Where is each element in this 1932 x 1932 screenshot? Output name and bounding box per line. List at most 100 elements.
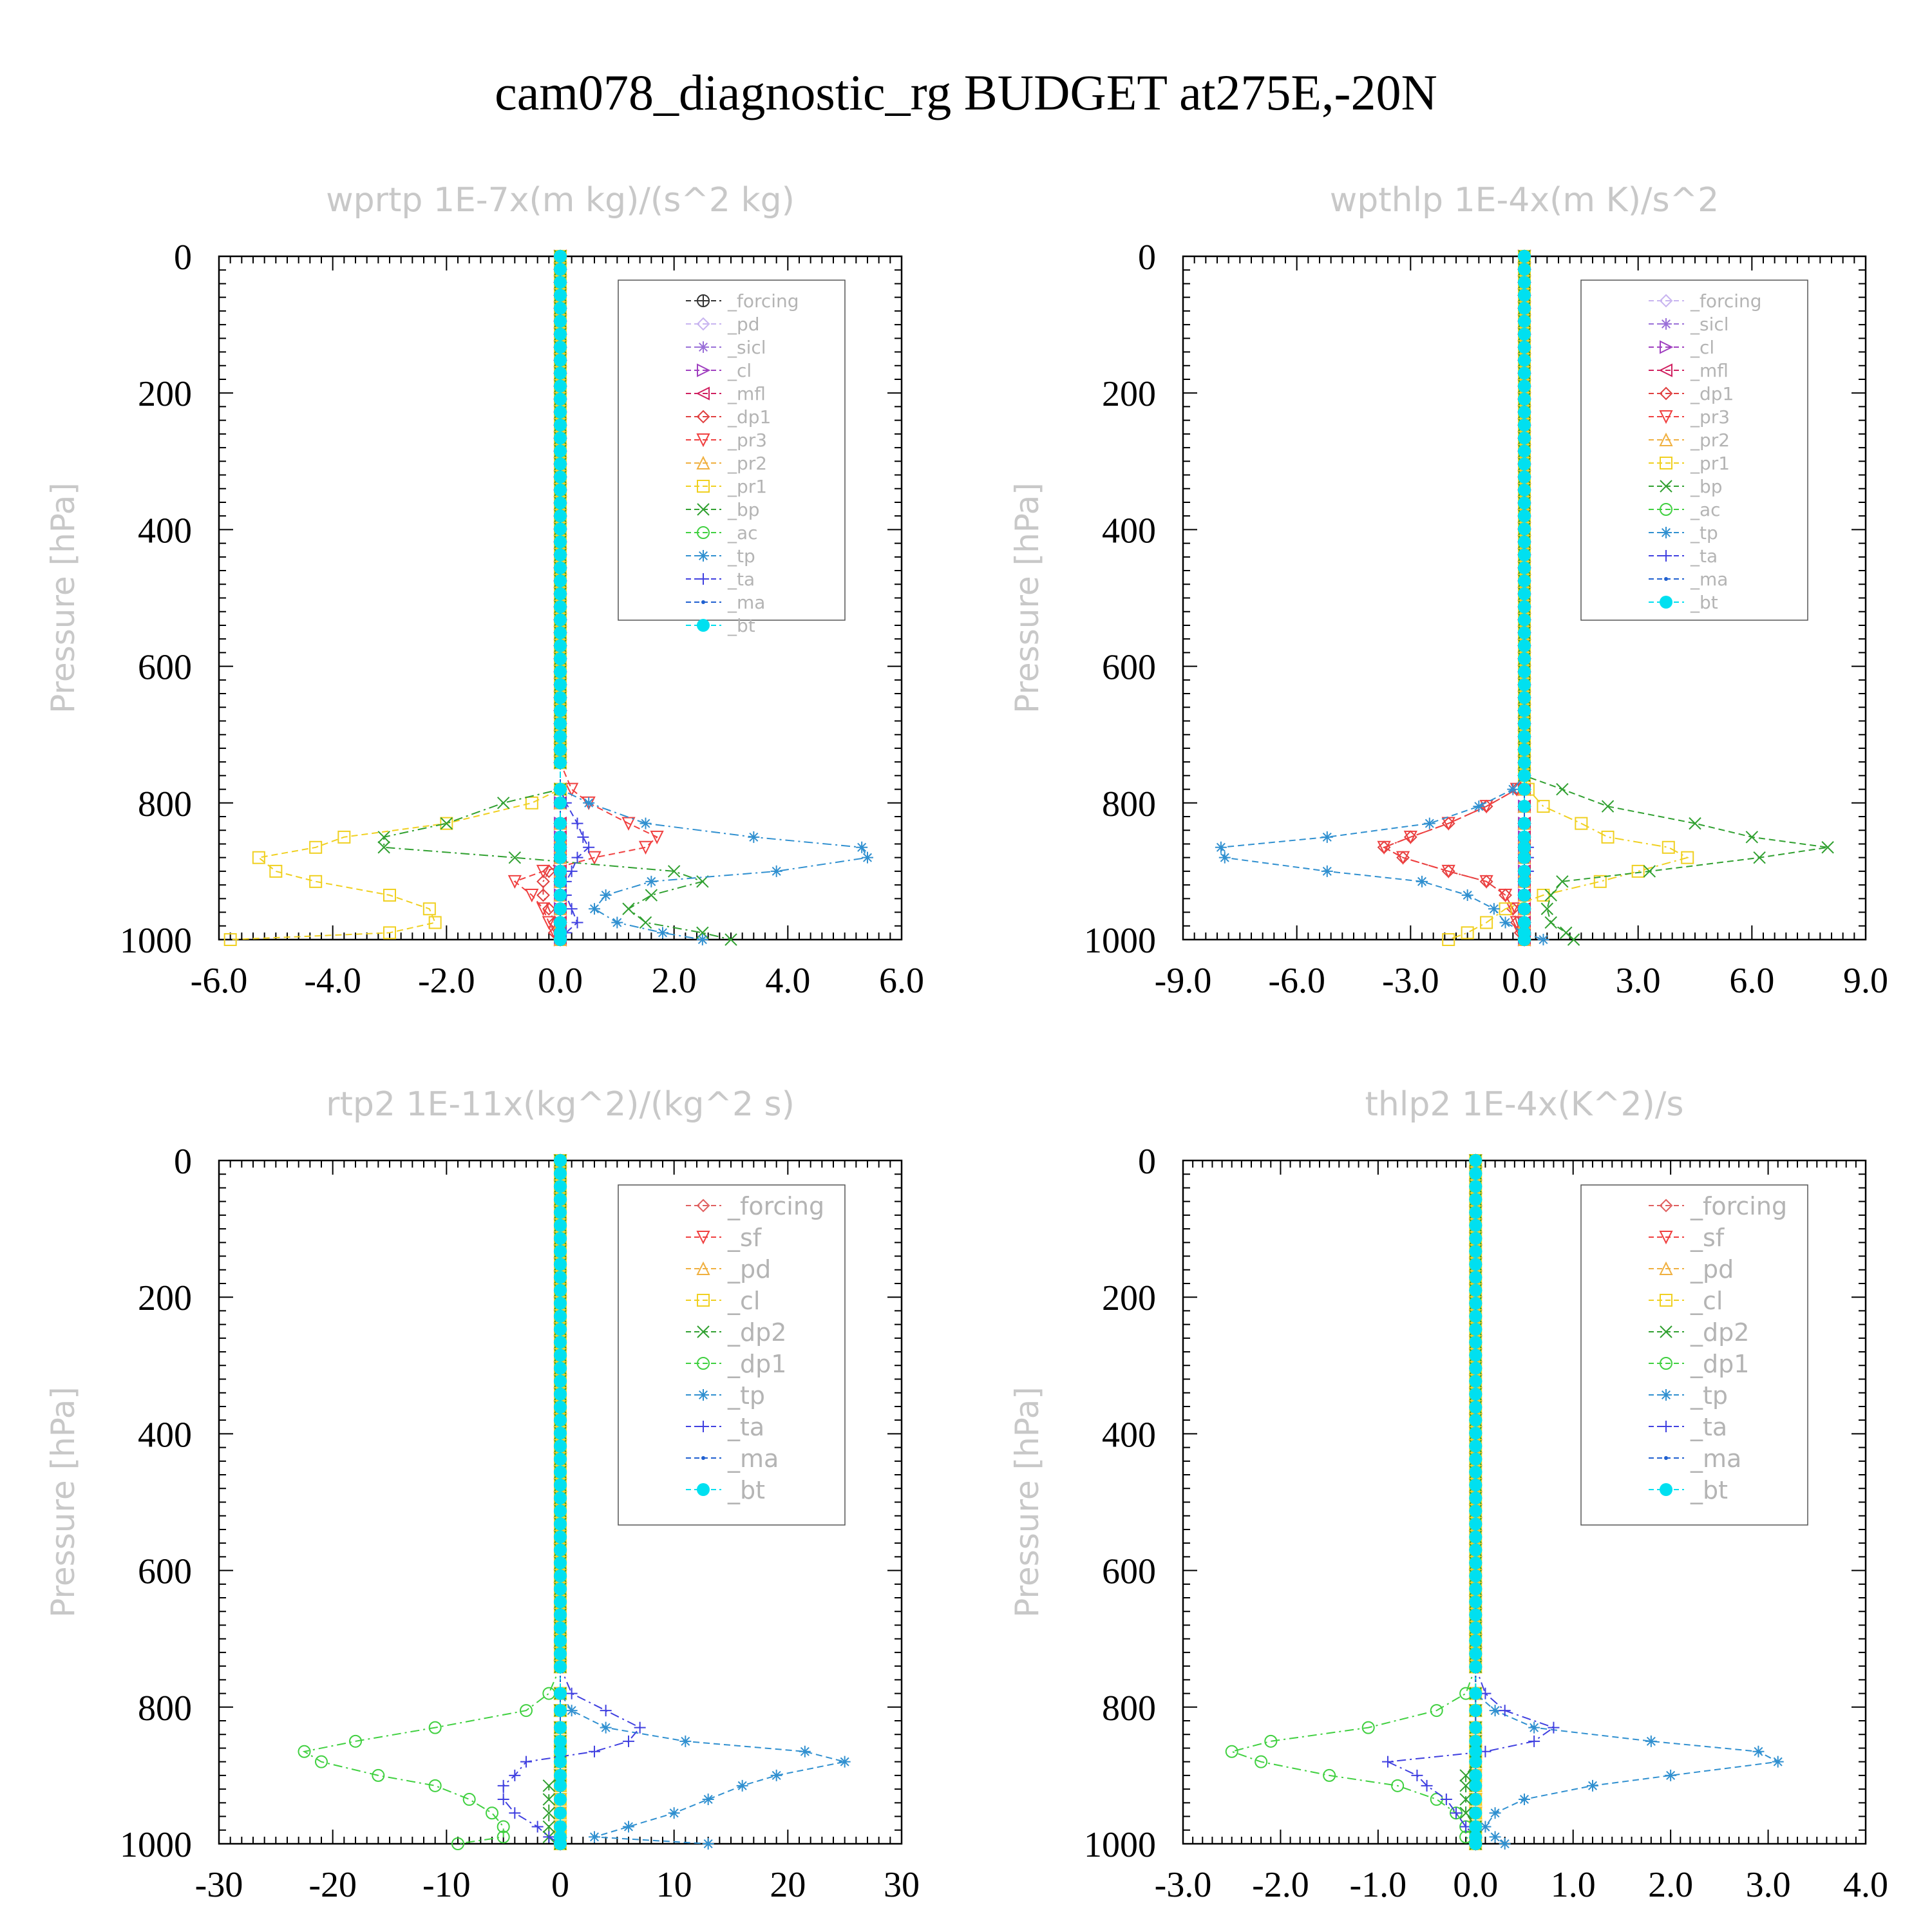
data-point [1391,1779,1405,1792]
legend-marker [701,600,705,604]
x-tick-label: 3.0 [1746,1865,1791,1905]
legend-item: _pr1 [686,476,767,497]
data-point [554,1309,567,1323]
data-point [554,691,567,705]
data-point [668,1807,680,1819]
data-point [1772,1756,1784,1768]
data-point [554,483,567,497]
data-point [509,1807,521,1819]
legend-item: _ma [1649,569,1728,590]
y-tick-label: 800 [1102,1689,1156,1728]
series-bt [1518,250,1531,946]
data-point [554,1621,567,1634]
y-tick-label: 0 [1138,238,1156,278]
data-point [554,1687,567,1700]
legend-label: _bp [727,499,760,520]
legend-label: _dp2 [1690,1318,1749,1347]
legend-marker [1660,1325,1672,1338]
legend-label: _cl [727,360,752,381]
legend-label: _forcing [727,290,799,312]
legend-marker [697,573,709,585]
legend-item: _forcing [686,1192,824,1220]
data-point [645,875,658,887]
y-axis-label: Pressure [hPa] [44,482,82,714]
data-point [1442,933,1455,946]
legend-label: _pr1 [1690,453,1730,474]
legend-label: _tp [727,545,755,567]
data-point [1506,902,1520,916]
data-point [554,830,567,844]
y-tick-label: 0 [174,1142,192,1182]
data-point [554,470,567,484]
data-point [1469,1504,1482,1518]
data-point [1498,889,1513,903]
legend-item: _bt [1649,1476,1728,1504]
data-point [422,902,436,916]
data-point [520,1704,533,1718]
data-point [1361,1721,1375,1734]
legend-item: _pr2 [686,453,767,474]
legend-label: _ta [1690,1413,1727,1441]
legend-label: _bt [1690,1476,1728,1504]
legend-item: _tp [1649,522,1718,544]
data-point [1469,1734,1482,1748]
data-point [383,926,396,940]
data-point [1469,1837,1482,1850]
data-point [554,851,567,864]
data-point [1469,1154,1482,1167]
data-point [1518,678,1531,692]
legend-item: _ma [686,1444,779,1473]
legend-label: _ta [1690,545,1718,567]
legend-label: _cl [1690,337,1714,358]
data-point [1556,782,1569,796]
y-tick-label: 200 [138,1278,192,1318]
legend-marker [1664,1456,1668,1460]
data-point [554,1530,567,1544]
data-point [497,1820,510,1833]
y-tick-label: 400 [1102,1415,1156,1455]
data-point [1601,800,1615,813]
data-point [497,797,510,810]
data-point [1323,1768,1336,1782]
legend-marker [696,1198,710,1213]
data-point [1507,783,1519,795]
data-point [1518,613,1531,627]
legend: _forcing_sicl_cl_mfl_dp1_pr3_pr2_pr1_bp_… [1580,279,1808,621]
data-point [1518,916,1531,929]
data-point [1645,1735,1657,1747]
legend-item: _pr1 [1649,453,1730,474]
data-point [577,831,589,843]
x-tick-label: 4.0 [765,961,810,1001]
x-tick-label: -3.0 [1382,961,1439,1001]
legend-marker [1659,432,1673,446]
data-point [554,1569,567,1583]
x-tick-label: -2.0 [1252,1865,1309,1905]
data-point [554,782,567,796]
data-point [696,934,708,945]
x-tick-label: -30 [195,1865,243,1905]
data-point [1689,817,1701,830]
data-point [1469,1231,1482,1245]
legend-item: _cl [686,360,752,381]
data-point [1575,817,1588,830]
legend-item: _ta [1649,1413,1727,1441]
data-point [1469,1374,1482,1388]
data-point [309,840,323,854]
legend-marker [1660,527,1672,538]
data-point [554,1504,567,1518]
data-point [1469,1779,1482,1792]
data-point [1528,1721,1540,1734]
y-tick-label: 600 [1102,1552,1156,1592]
x-tick-label: 20 [770,1865,806,1905]
legend-item: _pd [1649,1255,1734,1283]
data-point [1518,875,1531,888]
data-point [1518,535,1531,549]
data-point [565,865,578,877]
legend-marker [1660,503,1672,516]
data-point [600,889,612,902]
legend-marker [697,1421,709,1432]
data-point [1396,851,1410,865]
data-point [554,392,567,406]
legend-item: _mfl [1649,360,1728,381]
x-tick-label: 3.0 [1616,961,1661,1001]
